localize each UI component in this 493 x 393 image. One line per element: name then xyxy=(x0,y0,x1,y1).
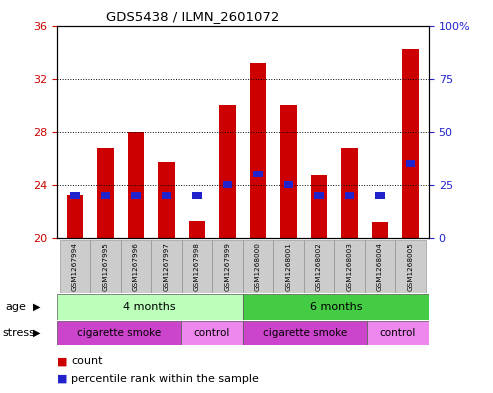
Bar xyxy=(376,192,385,198)
Bar xyxy=(243,321,367,345)
Text: GSM1268000: GSM1268000 xyxy=(255,242,261,291)
Bar xyxy=(70,192,79,198)
Bar xyxy=(192,192,202,198)
Text: GSM1268004: GSM1268004 xyxy=(377,242,383,291)
Text: 4 months: 4 months xyxy=(123,302,176,312)
Bar xyxy=(243,240,273,293)
Text: control: control xyxy=(380,328,416,338)
Bar xyxy=(67,195,83,238)
Bar xyxy=(101,192,110,198)
Text: cigarette smoke: cigarette smoke xyxy=(263,328,347,338)
Bar xyxy=(253,171,263,177)
Bar xyxy=(151,240,182,293)
Text: GSM1268002: GSM1268002 xyxy=(316,242,322,291)
Bar xyxy=(273,240,304,293)
Bar xyxy=(315,192,324,198)
Text: control: control xyxy=(194,328,230,338)
Bar xyxy=(121,240,151,293)
Text: 6 months: 6 months xyxy=(310,302,362,312)
Text: GSM1268003: GSM1268003 xyxy=(347,242,352,291)
Bar xyxy=(395,240,426,293)
Bar xyxy=(189,220,206,238)
Text: ▶: ▶ xyxy=(33,302,40,312)
Bar xyxy=(182,240,212,293)
Bar xyxy=(304,240,334,293)
Bar xyxy=(60,240,90,293)
Bar xyxy=(249,62,266,238)
Text: cigarette smoke: cigarette smoke xyxy=(76,328,161,338)
Text: count: count xyxy=(71,356,103,366)
Text: GSM1268005: GSM1268005 xyxy=(408,242,414,291)
Text: ■: ■ xyxy=(57,374,67,384)
Bar xyxy=(243,294,429,320)
Bar xyxy=(97,147,114,238)
Text: GSM1267996: GSM1267996 xyxy=(133,242,139,291)
Bar xyxy=(57,294,243,320)
Bar xyxy=(162,192,171,198)
Bar xyxy=(367,321,429,345)
Bar xyxy=(284,182,293,188)
Text: GSM1267995: GSM1267995 xyxy=(103,242,108,291)
Bar xyxy=(212,240,243,293)
Bar xyxy=(223,182,232,188)
Bar xyxy=(345,192,354,198)
Text: percentile rank within the sample: percentile rank within the sample xyxy=(71,374,259,384)
Text: ■: ■ xyxy=(57,356,67,366)
Bar xyxy=(128,132,144,238)
Bar xyxy=(311,175,327,238)
Bar xyxy=(219,105,236,238)
Bar xyxy=(132,192,141,198)
Text: GSM1267999: GSM1267999 xyxy=(224,242,231,291)
Bar xyxy=(365,240,395,293)
Text: GSM1267997: GSM1267997 xyxy=(164,242,170,291)
Text: GSM1267994: GSM1267994 xyxy=(72,242,78,291)
Text: stress: stress xyxy=(2,328,35,338)
Bar xyxy=(90,240,121,293)
Text: GSM1267998: GSM1267998 xyxy=(194,242,200,291)
Bar xyxy=(341,147,358,238)
Bar xyxy=(57,321,181,345)
Bar xyxy=(334,240,365,293)
Bar xyxy=(372,222,388,238)
Bar xyxy=(406,160,415,167)
Text: ▶: ▶ xyxy=(33,328,40,338)
Bar xyxy=(158,162,175,238)
Text: GSM1268001: GSM1268001 xyxy=(285,242,291,291)
Bar xyxy=(280,105,297,238)
Text: age: age xyxy=(5,302,26,312)
Bar xyxy=(402,50,419,238)
Bar xyxy=(181,321,243,345)
Text: GDS5438 / ILMN_2601072: GDS5438 / ILMN_2601072 xyxy=(106,10,279,23)
